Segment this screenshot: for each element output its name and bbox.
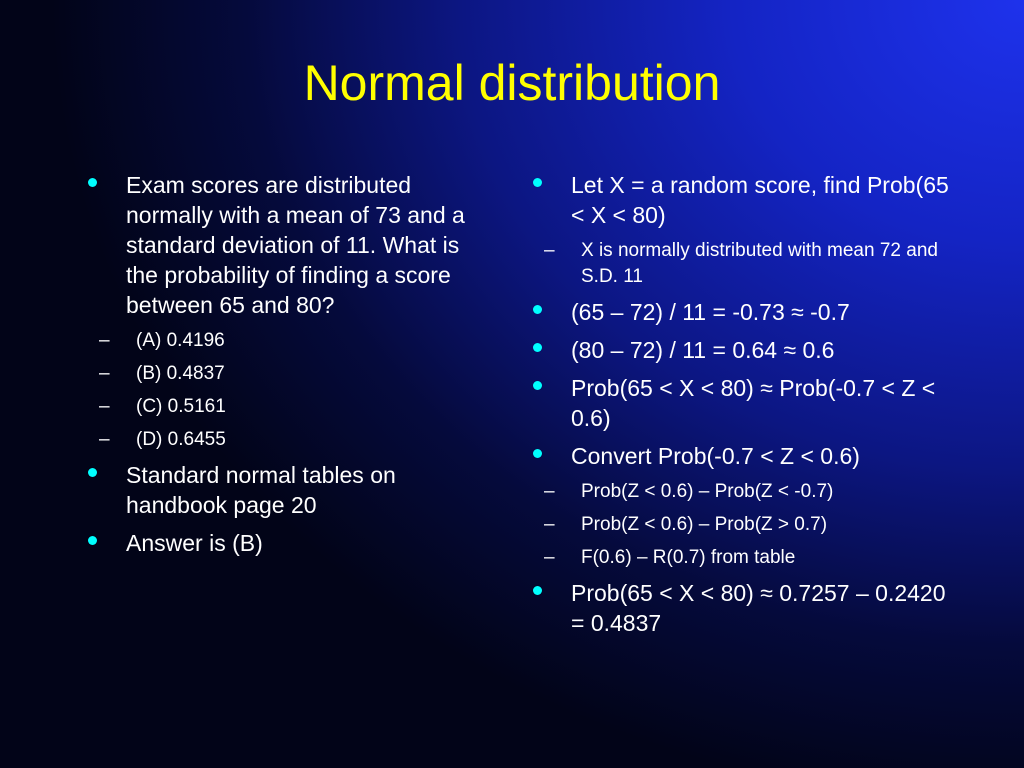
sub-text: (B) 0.4837 xyxy=(136,363,225,384)
sub-list: – Prob(Z < 0.6) – Prob(Z < -0.7) – Prob(Z … xyxy=(531,479,951,571)
sub-list: – X is normally distributed with mean 72 … xyxy=(531,238,951,290)
bullet-icon xyxy=(533,586,542,595)
sub-item: – (D) 0.6455 xyxy=(86,427,496,453)
bullet-text: (65 – 72) / 11 = -0.73 ≈ -0.7 xyxy=(571,299,850,325)
bullet-icon xyxy=(88,468,97,477)
slide-title: Normal distribution xyxy=(303,55,721,111)
dash-icon: – xyxy=(544,514,555,535)
bullet-item: Prob(65 < X < 80) ≈ 0.7257 – 0.2420 = 0.… xyxy=(531,578,951,638)
sub-item: – Prob(Z < 0.6) – Prob(Z < -0.7) xyxy=(531,479,951,505)
bullet-item: Answer is (B) xyxy=(86,528,496,558)
dash-icon: – xyxy=(544,481,555,502)
sub-text: Prob(Z < 0.6) – Prob(Z > 0.7) xyxy=(581,514,828,535)
bullet-item: Convert Prob(-0.7 < Z < 0.6) xyxy=(531,441,951,471)
bullet-item: (65 – 72) / 11 = -0.73 ≈ -0.7 xyxy=(531,297,951,327)
sub-list: – (A) 0.4196 – (B) 0.4837 – (C) 0.5161 – (D)… xyxy=(86,328,496,453)
bullet-text: (80 – 72) / 11 = 0.64 ≈ 0.6 xyxy=(571,337,835,363)
bullet-item: (80 – 72) / 11 = 0.64 ≈ 0.6 xyxy=(531,335,951,365)
bullet-icon xyxy=(533,449,542,458)
sub-text: (A) 0.4196 xyxy=(136,330,225,351)
sub-item: – X is normally distributed with mean 72 … xyxy=(531,238,951,290)
dash-icon: – xyxy=(99,396,110,417)
bullet-item: Standard normal tables on handbook page … xyxy=(86,460,496,520)
dash-icon: – xyxy=(99,429,110,450)
bullet-icon xyxy=(88,178,97,187)
bullet-icon xyxy=(88,536,97,545)
sub-text: (C) 0.5161 xyxy=(136,396,226,417)
bullet-text: Exam scores are distributed normally wit… xyxy=(126,172,465,318)
bullet-text: Standard normal tables on handbook page … xyxy=(126,462,396,518)
sub-text: Prob(Z < 0.6) – Prob(Z < -0.7) xyxy=(581,481,834,502)
right-column: Let X = a random score, find Prob(65 < X… xyxy=(531,170,951,646)
sub-text: F(0.6) – R(0.7) from table xyxy=(581,547,796,568)
bullet-text: Prob(65 < X < 80) ≈ Prob(-0.7 < Z < 0.6) xyxy=(571,375,936,431)
bullet-item: Exam scores are distributed normally wit… xyxy=(86,170,496,320)
sub-item: – Prob(Z < 0.6) – Prob(Z > 0.7) xyxy=(531,512,951,538)
sub-text: (D) 0.6455 xyxy=(136,429,226,450)
bullet-item: Prob(65 < X < 80) ≈ Prob(-0.7 < Z < 0.6) xyxy=(531,373,951,433)
sub-item: – (B) 0.4837 xyxy=(86,361,496,387)
bullet-text: Prob(65 < X < 80) ≈ 0.7257 – 0.2420 = 0.… xyxy=(571,580,946,636)
bullet-icon xyxy=(533,381,542,390)
dash-icon: – xyxy=(99,330,110,351)
sub-item: – (C) 0.5161 xyxy=(86,394,496,420)
sub-item: – F(0.6) – R(0.7) from table xyxy=(531,545,951,571)
dash-icon: – xyxy=(544,547,555,568)
bullet-text: Answer is (B) xyxy=(126,530,263,556)
left-column: Exam scores are distributed normally wit… xyxy=(86,170,496,566)
bullet-icon xyxy=(533,305,542,314)
bullet-icon xyxy=(533,178,542,187)
sub-item: – (A) 0.4196 xyxy=(86,328,496,354)
dash-icon: – xyxy=(99,363,110,384)
bullet-text: Let X = a random score, find Prob(65 < X… xyxy=(571,172,949,228)
bullet-text: Convert Prob(-0.7 < Z < 0.6) xyxy=(571,443,860,469)
sub-text: X is normally distributed with mean 72 a… xyxy=(581,240,938,287)
bullet-item: Let X = a random score, find Prob(65 < X… xyxy=(531,170,951,230)
bullet-icon xyxy=(533,343,542,352)
dash-icon: – xyxy=(544,240,555,261)
